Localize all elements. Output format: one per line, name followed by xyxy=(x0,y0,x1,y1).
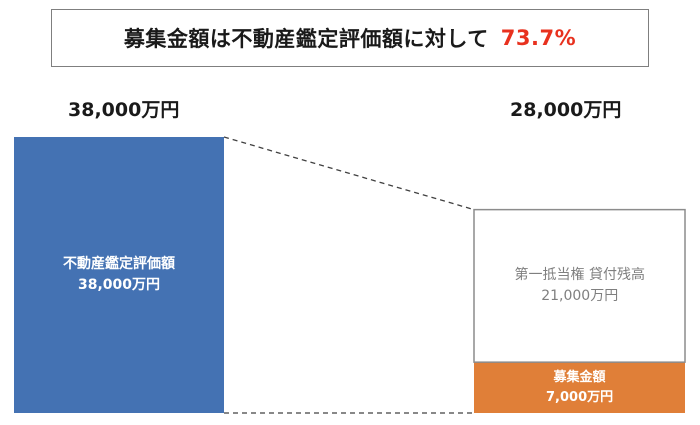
bar-0-segment-0 xyxy=(14,137,224,413)
title-text: 募集金額は不動産鑑定評価額に対して xyxy=(123,27,489,51)
bar-1-label-0-line-1: 7,000万円 xyxy=(546,389,614,405)
connector-top-line xyxy=(223,136,475,211)
bar-1-label-0: 募集金額 7,000万円 xyxy=(546,368,613,407)
bar-0-label-0-line-1: 38,000万円 xyxy=(77,277,161,293)
bar-1-label-1-line-1: 21,000万円 xyxy=(541,287,619,304)
bar-1-label-1-line-0: 第一抵当権 貸付残高 xyxy=(514,266,645,283)
bar-1-segment-1 xyxy=(473,208,686,363)
top-label-raise-total: 28,000万円 xyxy=(510,99,622,121)
bar-1-label-1: 第一抵当権 貸付残高 21,000万円 xyxy=(515,265,645,307)
bar-1-segment-0 xyxy=(474,362,685,413)
title-percent: 73.7% xyxy=(500,26,577,50)
top-label-appraisal: 38,000万円 xyxy=(68,99,180,121)
bar-1-label-0-line-0: 募集金額 xyxy=(553,370,606,386)
bar-0-label-0-line-0: 不動産鑑定評価額 xyxy=(63,256,175,272)
bar-0-label-0: 不動産鑑定評価額 38,000万円 xyxy=(63,254,175,296)
title-box: 募集金額は不動産鑑定評価額に対して 73.7% xyxy=(51,9,649,67)
